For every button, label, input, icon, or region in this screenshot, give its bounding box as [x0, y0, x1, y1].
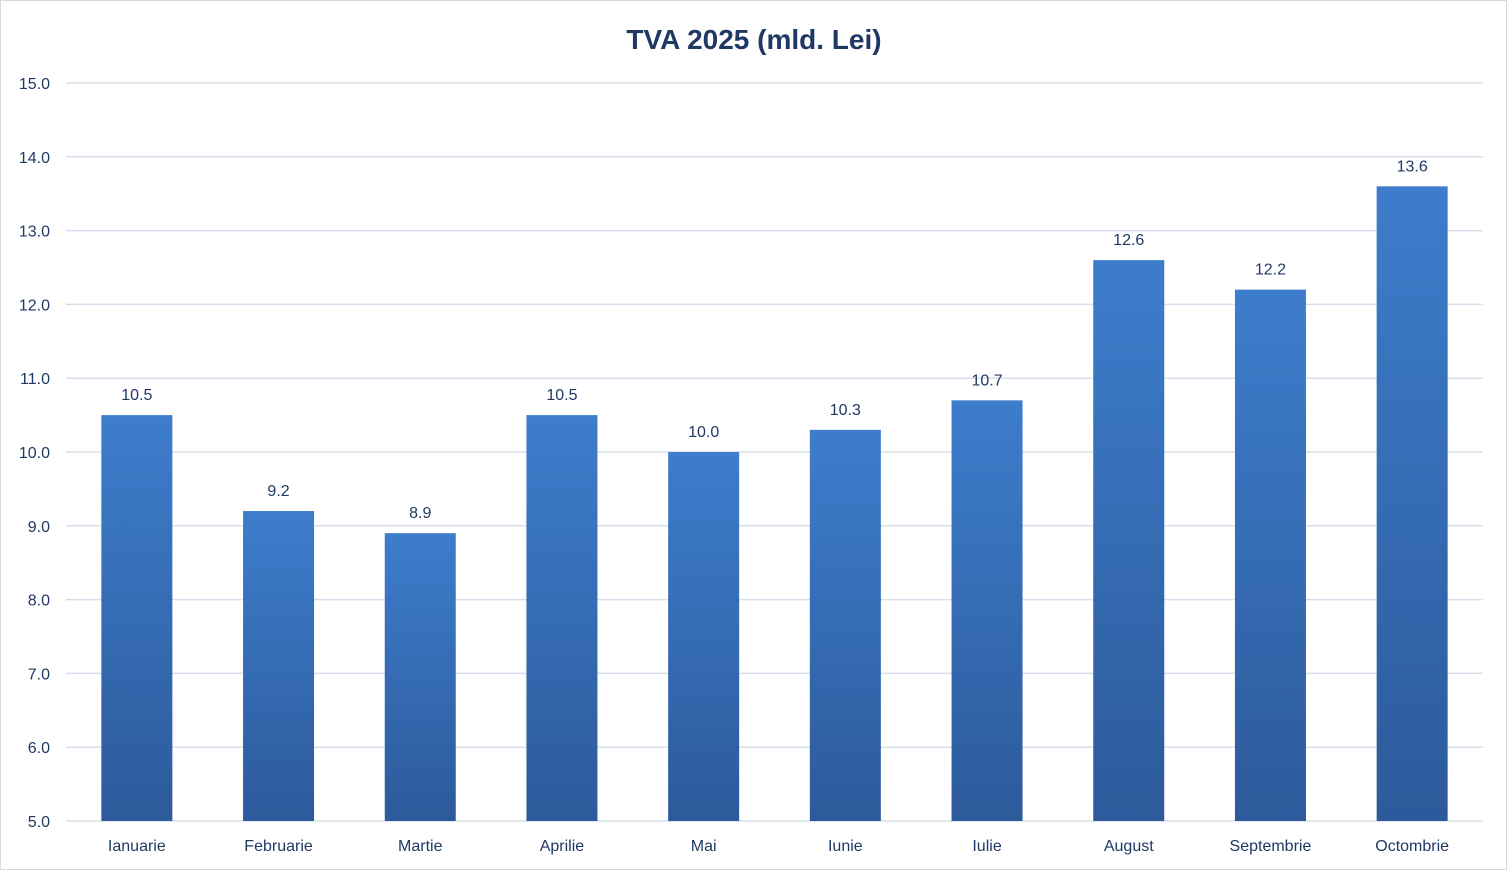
x-axis: Ianuarie Februarie Martie Aprilie Mai Iunie Iu… [108, 838, 1449, 855]
y-tick-label: 10.0 [19, 445, 50, 462]
y-tick-label: 9.0 [28, 519, 50, 536]
y-tick-label: 12.0 [19, 297, 50, 314]
bar-mai [668, 452, 740, 821]
bars [101, 186, 1448, 821]
x-tick-label: Martie [398, 838, 443, 855]
y-tick-label: 11.0 [20, 371, 50, 388]
x-tick-label: Iunie [828, 838, 863, 855]
y-axis: 5.0 6.0 7.0 8.0 9.0 10.0 11.0 12.0 13.0 14.0 15.0 [19, 76, 50, 831]
data-label: 10.3 [830, 402, 861, 419]
bar-februarie [243, 511, 315, 821]
x-tick-label: Mai [691, 838, 717, 855]
chart-title: TVA 2025 (mld. Lei) [626, 24, 881, 55]
bar-iunie [809, 429, 881, 821]
y-tick-label: 13.0 [19, 224, 50, 241]
data-label: 10.7 [971, 372, 1002, 389]
bar-ianuarie [101, 415, 173, 821]
bar-martie [384, 533, 456, 821]
x-tick-label: August [1104, 838, 1154, 855]
data-label: 12.6 [1113, 232, 1144, 249]
data-label: 10.5 [546, 387, 577, 404]
y-tick-label: 5.0 [28, 814, 50, 831]
x-tick-label: Iulie [972, 838, 1001, 855]
bar-aprilie [526, 415, 598, 821]
data-label: 10.5 [121, 387, 152, 404]
bar-septembrie [1234, 289, 1306, 821]
data-label: 9.2 [267, 483, 289, 500]
data-label: 10.0 [688, 424, 719, 441]
bar-august [1093, 260, 1165, 821]
y-tick-label: 14.0 [19, 150, 50, 167]
x-tick-label: Februarie [244, 838, 313, 855]
bar-iulie [951, 400, 1023, 821]
y-tick-label: 8.0 [28, 593, 50, 610]
data-label: 13.6 [1397, 158, 1428, 175]
y-tick-label: 15.0 [19, 76, 50, 93]
x-tick-label: Septembrie [1230, 838, 1312, 855]
y-tick-label: 7.0 [28, 666, 50, 683]
x-tick-label: Aprilie [540, 838, 585, 855]
data-label: 8.9 [409, 505, 431, 522]
data-label: 12.2 [1255, 262, 1286, 279]
data-labels: 10.5 9.2 8.9 10.5 10.0 10.3 10.7 12.6 12.2 13.6 [121, 158, 1428, 522]
y-tick-label: 6.0 [28, 740, 50, 757]
x-tick-label: Ianuarie [108, 838, 166, 855]
bar-octombrie [1376, 186, 1448, 821]
x-tick-label: Octombrie [1375, 838, 1449, 855]
